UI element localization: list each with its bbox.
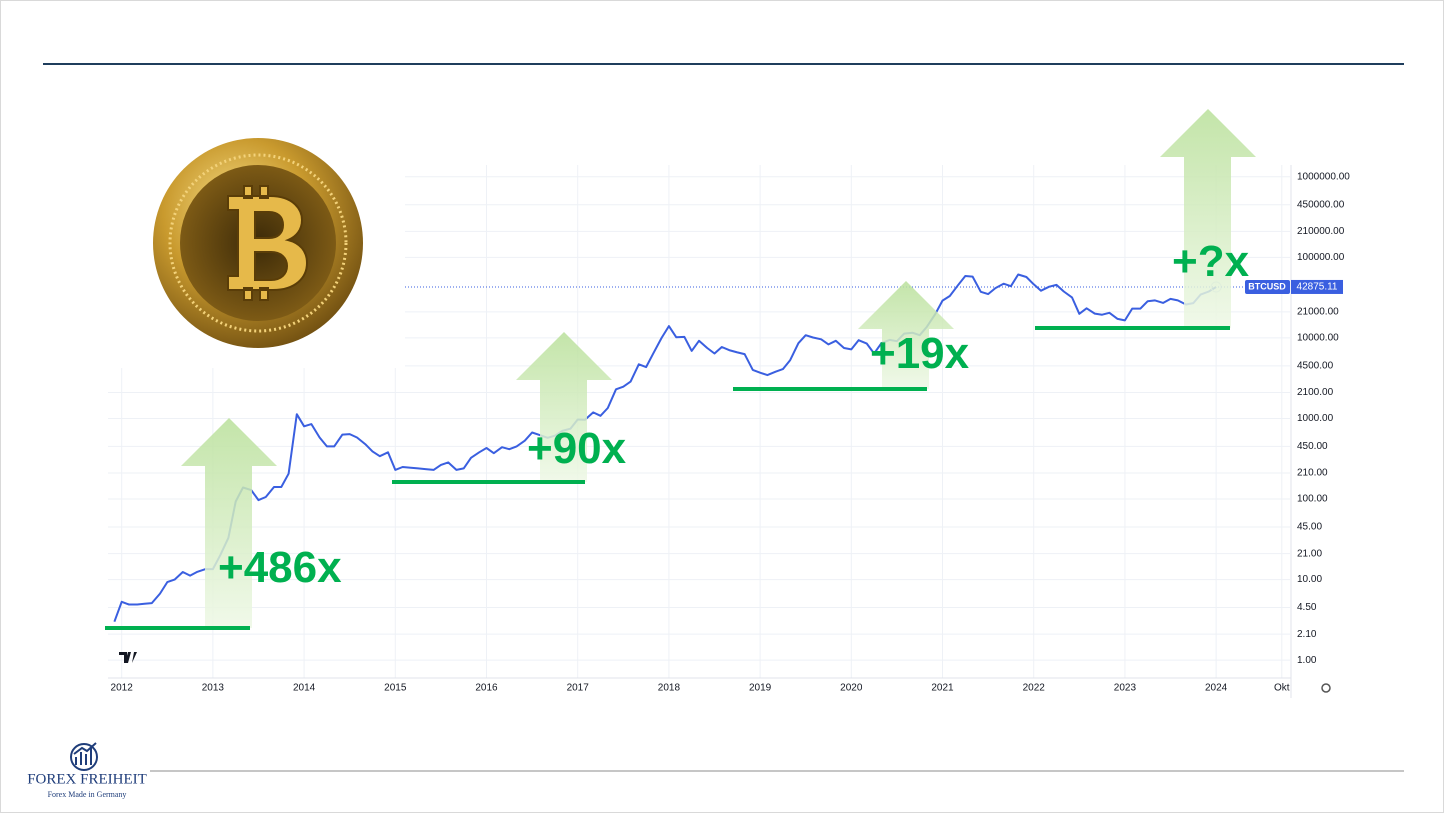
x-tick-label: 2020 <box>840 683 863 694</box>
price-label: 42875.11 <box>1297 282 1338 293</box>
y-tick-label: 2100.00 <box>1297 387 1334 398</box>
coin-symbol <box>227 185 309 301</box>
logo-icon <box>70 743 98 771</box>
x-tick-label: 2022 <box>1023 683 1046 694</box>
y-tick-label: 450000.00 <box>1297 199 1345 210</box>
y-tick-label: 1000000.00 <box>1297 171 1350 182</box>
x-tick-label: 2021 <box>931 683 954 694</box>
y-tick-label: 1.00 <box>1297 655 1317 666</box>
y-tick-label: 210.00 <box>1297 468 1328 479</box>
tv-logo <box>119 652 137 663</box>
growth-arrow <box>858 281 954 389</box>
x-tick-label: Okt <box>1274 683 1290 694</box>
growth-arrow <box>1160 109 1256 328</box>
logo-icon <box>73 742 97 765</box>
y-tick-label: 1000.00 <box>1297 413 1334 424</box>
symbol-label: BTCUSD <box>1248 281 1286 291</box>
growth-arrow <box>181 418 277 628</box>
growth-arrow <box>516 332 612 482</box>
y-tick-label: 100000.00 <box>1297 252 1345 263</box>
y-tick-label: 2.10 <box>1297 629 1317 640</box>
y-tick-label: 210000.00 <box>1297 226 1345 237</box>
y-tick-label: 21000.00 <box>1297 307 1339 318</box>
logo-name: FOREX FREIHEIT <box>27 771 147 787</box>
growth-label: +?x <box>1172 237 1250 286</box>
y-tick-label: 10000.00 <box>1297 333 1339 344</box>
coin-rim <box>168 153 348 333</box>
x-tick-label: 2014 <box>293 683 316 694</box>
growth-label: +90x <box>527 424 627 473</box>
y-tick-label: 450.00 <box>1297 441 1328 452</box>
x-tick-label: 2016 <box>475 683 498 694</box>
y-tick-label: 4500.00 <box>1297 360 1334 371</box>
x-tick-label: 2023 <box>1114 683 1137 694</box>
price-line <box>113 273 1217 623</box>
growth-label: +486x <box>218 543 342 592</box>
chart: 1.00 2.10 4.50 10.00 21.00 45.00 100.00 210.00 4… <box>105 109 1350 698</box>
y-tick-label: 21.00 <box>1297 548 1322 559</box>
logo: FOREX FREIHEIT Forex Made in Germany <box>27 742 147 799</box>
x-tick-label: 2024 <box>1205 683 1228 694</box>
x-tick-label: 2017 <box>567 683 590 694</box>
y-tick-label: 10.00 <box>1297 574 1322 585</box>
x-tick-label: 2012 <box>111 683 134 694</box>
x-tick-label: 2018 <box>658 683 681 694</box>
logo-tagline: Forex Made in Germany <box>48 790 127 799</box>
settings-icon <box>1321 683 1331 693</box>
y-tick-label: 45.00 <box>1297 522 1322 533</box>
x-tick-label: 2013 <box>202 683 225 694</box>
price-box <box>1291 279 1343 294</box>
y-tick-label: 100.00 <box>1297 494 1328 505</box>
symbol-box <box>1245 279 1290 294</box>
x-tick-label: 2015 <box>384 683 407 694</box>
y-tick-label: 4.50 <box>1297 602 1317 613</box>
x-tick-label: 2019 <box>749 683 772 694</box>
growth-label: +19x <box>870 329 970 378</box>
